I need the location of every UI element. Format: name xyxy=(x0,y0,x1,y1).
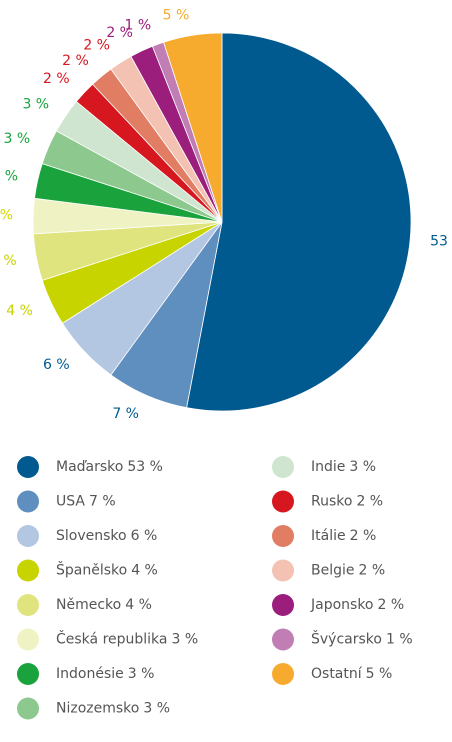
legend-swatch xyxy=(17,697,39,720)
legend-value: 2 % xyxy=(356,494,383,510)
legend-value: 1 % xyxy=(386,632,413,648)
legend-value: 53 % xyxy=(127,459,163,475)
pie-slice xyxy=(186,32,412,412)
legend-swatch xyxy=(272,456,294,478)
legend-label: Slovensko 6 % xyxy=(56,528,157,544)
slice-label: 2 % xyxy=(106,25,133,41)
legend-label: Rusko 2 % xyxy=(311,494,383,510)
legend-name: Indie xyxy=(311,459,345,475)
legend-label: Německo 4 % xyxy=(56,597,152,613)
legend-swatch xyxy=(272,663,294,685)
legend-swatch xyxy=(272,559,294,582)
legend-label: Japonsko 2 % xyxy=(310,597,404,613)
legend-label: Španělsko 4 % xyxy=(56,561,158,579)
legend-swatch xyxy=(272,490,294,513)
slice-label: 5 % xyxy=(163,8,190,24)
legend-swatch xyxy=(17,525,39,547)
legend-swatch xyxy=(272,594,294,616)
slice-label: 53 % xyxy=(430,234,452,250)
legend-label: Česká republika 3 % xyxy=(56,630,198,648)
legend-name: Belgie xyxy=(311,563,355,579)
slice-label: 1 % xyxy=(125,17,152,33)
legend-name: Španělsko xyxy=(56,561,127,579)
legend-swatch xyxy=(17,490,39,513)
legend-swatch xyxy=(17,663,39,685)
legend-name: Ostatní xyxy=(311,666,363,682)
legend-name: Německo xyxy=(56,597,121,613)
slice-label: 6 % xyxy=(43,357,70,373)
legend-name: Nizozemsko xyxy=(56,701,139,717)
legend-value: 4 % xyxy=(131,563,158,579)
legend-value: 4 % xyxy=(125,597,152,613)
legend-name: Japonsko xyxy=(310,597,374,613)
legend-swatch xyxy=(17,594,39,616)
slice-label: 2 % xyxy=(62,53,89,69)
legend-name: Švýcarsko xyxy=(311,630,382,648)
legend-value: 3 % xyxy=(128,666,155,682)
legend-value: 3 % xyxy=(349,459,376,475)
legend-label: Švýcarsko 1 % xyxy=(311,630,413,648)
legend-value: 3 % xyxy=(143,701,170,717)
legend-label: Ostatní 5 % xyxy=(311,666,392,682)
legend-label: Indonésie 3 % xyxy=(56,666,154,682)
legend-value: 7 % xyxy=(89,494,116,510)
legend-swatch xyxy=(17,456,39,478)
slice-label: 2 % xyxy=(83,38,110,54)
legend-name: Česká republika xyxy=(56,630,168,648)
slice-label: 3 % xyxy=(0,168,18,184)
legend-label: Nizozemsko 3 % xyxy=(56,701,170,717)
legend-name: Slovensko xyxy=(56,528,127,544)
legend-swatch xyxy=(272,628,294,651)
pie-slice xyxy=(163,32,223,223)
legend-label: Maďarsko 53 % xyxy=(56,459,163,475)
slice-label: 7 % xyxy=(112,406,139,422)
legend-label: Itálie 2 % xyxy=(311,528,376,544)
legend-label: Belgie 2 % xyxy=(311,563,385,579)
slice-label: 3 % xyxy=(0,207,13,223)
slice-label: 2 % xyxy=(43,71,70,87)
legend-name: Itálie xyxy=(311,528,346,544)
legend-name: Maďarsko xyxy=(56,459,123,475)
legend-value: 2 % xyxy=(359,563,386,579)
legend-swatch xyxy=(17,628,39,651)
legend-value: 5 % xyxy=(366,666,393,682)
legend-label: USA 7 % xyxy=(56,494,116,510)
legend-name: USA xyxy=(56,494,85,510)
legend-value: 2 % xyxy=(378,597,405,613)
slice-label: 4 % xyxy=(6,303,33,319)
slice-label: 4 % xyxy=(0,253,17,269)
slice-label: 3 % xyxy=(4,131,31,147)
legend-name: Rusko xyxy=(311,494,352,510)
legend-label: Indie 3 % xyxy=(311,459,376,475)
legend-value: 6 % xyxy=(131,528,158,544)
legend-swatch xyxy=(272,525,294,547)
legend-value: 2 % xyxy=(350,528,377,544)
legend-name: Indonésie xyxy=(56,666,124,682)
legend-swatch xyxy=(17,559,39,582)
legend-value: 3 % xyxy=(172,632,199,648)
slice-label: 3 % xyxy=(22,97,49,113)
